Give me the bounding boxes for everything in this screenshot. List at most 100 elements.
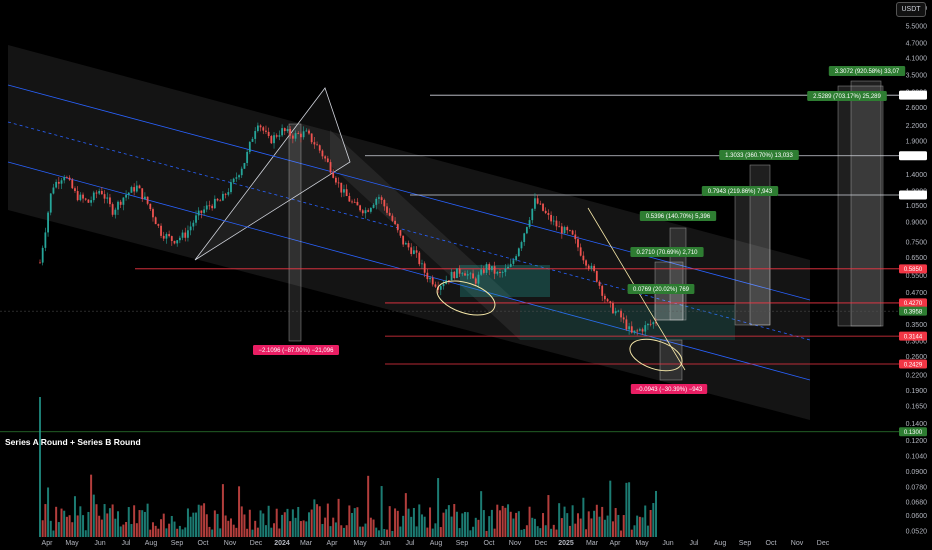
candle-body: [585, 260, 587, 266]
price-tag: [899, 264, 927, 274]
annotation-title: Series A Round + Series B Round: [5, 437, 141, 447]
candle-body: [461, 273, 464, 275]
volume-bar: [633, 525, 636, 537]
candle-body: [474, 278, 477, 284]
volume-bar: [455, 511, 458, 537]
candle-body: [238, 175, 240, 178]
price-tag: [899, 306, 927, 316]
candle-body: [76, 191, 79, 201]
volume-bar: [474, 517, 477, 537]
candle-body: [195, 215, 197, 223]
volume-bar: [143, 511, 146, 537]
measure-labels: 3.3072 (920.58%) 33,07 2.5289 (703.17%) 2…: [253, 66, 906, 394]
regression-channel: [7, 45, 811, 420]
y-tick-label: 0.3000: [906, 339, 928, 346]
volume-bar: [555, 529, 558, 537]
candle-body: [224, 193, 227, 195]
volume-bar: [539, 528, 542, 537]
volume-bar: [157, 528, 160, 537]
y-tick-label: 0.2200: [906, 372, 928, 379]
candle-body: [100, 190, 103, 195]
candle-body: [254, 131, 257, 139]
candle-body: [230, 182, 232, 193]
volume-bar: [98, 515, 101, 537]
volume-bar: [617, 514, 620, 537]
candle-body: [109, 197, 111, 205]
volume-bars: [39, 397, 657, 537]
volume-bar: [493, 528, 496, 537]
volume-bar: [480, 491, 483, 537]
x-tick-label: Nov: [509, 540, 522, 547]
candle-body: [630, 326, 633, 333]
candle-body: [119, 201, 122, 205]
candle-body: [74, 188, 76, 192]
candle-body: [612, 303, 614, 314]
volume-bar: [103, 504, 106, 537]
candle-body: [203, 209, 205, 213]
x-tick-label: Oct: [766, 540, 777, 547]
volume-bar: [135, 523, 138, 537]
volume-bar: [68, 515, 71, 537]
candle-body: [552, 220, 555, 222]
candle-body: [407, 243, 410, 248]
price-tag-label: 0.2429: [904, 362, 923, 368]
volume-bar: [496, 504, 499, 537]
volume-bar: [461, 513, 464, 537]
price-tags: 2.9065 1.6621 1.1562 0.5850 0.4270 0.3958 0.31…: [899, 90, 927, 437]
volume-bar: [574, 523, 577, 537]
currency-button[interactable]: USDT: [896, 2, 926, 17]
candle-body: [636, 330, 639, 332]
candle-body: [281, 128, 283, 136]
volume-bar: [232, 524, 235, 537]
candle-body: [534, 198, 536, 209]
candle-body: [493, 266, 496, 274]
volume-bar: [652, 503, 655, 537]
candle-body: [418, 252, 421, 265]
candle-body: [144, 196, 146, 200]
price-tag: [899, 298, 927, 308]
volume-bar: [127, 507, 130, 537]
x-tick-label: May: [635, 540, 649, 547]
volume-bar: [84, 530, 87, 537]
candle-body: [466, 274, 469, 276]
channel-upper-line: [7, 84, 811, 301]
candle-body: [130, 187, 133, 193]
candle-body: [305, 130, 308, 132]
candle-body: [402, 235, 405, 245]
candle-body: [499, 271, 501, 273]
candle-body: [39, 262, 41, 264]
candle-body: [114, 209, 117, 215]
measure-label-box: [630, 384, 708, 394]
candle-body: [372, 204, 375, 208]
candle-body: [641, 329, 644, 332]
volume-bar: [523, 529, 526, 537]
candle-body: [423, 263, 426, 273]
volume-bar: [372, 519, 375, 537]
volume-bar: [186, 508, 189, 537]
x-tick-label: 2024: [274, 540, 290, 547]
candle-body: [95, 192, 98, 194]
volume-bar: [173, 521, 176, 537]
volume-bar: [399, 526, 402, 537]
time-axis: Apr May Jun Jul Aug Sep Oct Nov Dec 2024 Mar Apr May…: [42, 540, 830, 547]
volume-bar: [646, 525, 649, 537]
volume-bar: [504, 507, 507, 537]
candle-body: [421, 263, 423, 265]
price-tag: [899, 359, 927, 369]
candle-body: [125, 194, 127, 198]
candle-body: [273, 135, 275, 144]
candle-body: [141, 188, 144, 200]
candle-body: [267, 131, 270, 136]
candle-body: [289, 129, 292, 136]
volume-bar: [601, 506, 604, 537]
price-tag-label: 0.1300: [904, 430, 923, 436]
candle-body: [103, 194, 106, 199]
candle-body: [208, 205, 211, 207]
candle-body: [378, 197, 380, 199]
volume-bar: [256, 527, 259, 537]
candle-body: [571, 230, 574, 235]
x-tick-label: Oct: [198, 540, 209, 547]
volume-bar: [525, 525, 528, 537]
volume-bar: [251, 529, 254, 537]
